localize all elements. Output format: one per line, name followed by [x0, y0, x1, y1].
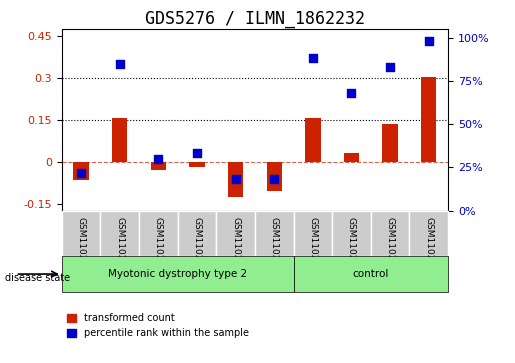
- Point: [424, 38, 433, 44]
- Title: GDS5276 / ILMN_1862232: GDS5276 / ILMN_1862232: [145, 10, 365, 28]
- Text: GSM1102616: GSM1102616: [154, 217, 163, 278]
- FancyBboxPatch shape: [332, 211, 371, 256]
- FancyBboxPatch shape: [294, 256, 448, 292]
- Text: GSM1102623: GSM1102623: [424, 217, 433, 278]
- FancyBboxPatch shape: [371, 211, 409, 256]
- Bar: [382, 124, 398, 162]
- Bar: [189, 162, 204, 167]
- FancyBboxPatch shape: [62, 256, 294, 292]
- Bar: [344, 153, 359, 162]
- FancyBboxPatch shape: [178, 211, 216, 256]
- Text: GSM1102622: GSM1102622: [386, 217, 394, 278]
- Text: GSM1102621: GSM1102621: [347, 217, 356, 278]
- FancyBboxPatch shape: [100, 211, 139, 256]
- Text: control: control: [353, 269, 389, 279]
- Point: [386, 64, 394, 70]
- Bar: [228, 162, 243, 197]
- FancyBboxPatch shape: [139, 211, 178, 256]
- FancyBboxPatch shape: [62, 211, 100, 256]
- Bar: [267, 162, 282, 191]
- Legend: transformed count, percentile rank within the sample: transformed count, percentile rank withi…: [66, 313, 249, 338]
- Text: GSM1102617: GSM1102617: [193, 217, 201, 278]
- Bar: [421, 77, 437, 162]
- Point: [270, 176, 278, 182]
- Bar: [150, 162, 166, 170]
- Bar: [73, 162, 89, 180]
- Text: GSM1102618: GSM1102618: [231, 217, 240, 278]
- Point: [154, 156, 163, 162]
- Text: disease state: disease state: [5, 273, 70, 284]
- FancyBboxPatch shape: [409, 211, 448, 256]
- FancyBboxPatch shape: [255, 211, 294, 256]
- FancyBboxPatch shape: [216, 211, 255, 256]
- Point: [347, 90, 355, 96]
- Point: [193, 151, 201, 156]
- Text: GSM1102615: GSM1102615: [115, 217, 124, 278]
- Text: GSM1102614: GSM1102614: [77, 217, 85, 278]
- FancyBboxPatch shape: [294, 211, 332, 256]
- Bar: [112, 118, 128, 162]
- Point: [309, 56, 317, 61]
- Text: GSM1102620: GSM1102620: [308, 217, 317, 278]
- Point: [77, 170, 85, 175]
- Text: GSM1102619: GSM1102619: [270, 217, 279, 278]
- Bar: [305, 118, 320, 162]
- Point: [232, 176, 240, 182]
- Text: Myotonic dystrophy type 2: Myotonic dystrophy type 2: [108, 269, 247, 279]
- Point: [115, 61, 124, 66]
